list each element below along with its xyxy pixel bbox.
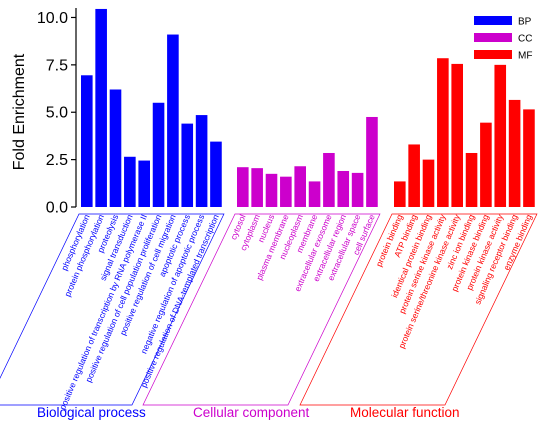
bar-cc bbox=[308, 181, 321, 207]
bar-cc bbox=[280, 176, 292, 207]
bar-bp bbox=[109, 89, 122, 207]
y-axis-label: Fold Enrichment bbox=[11, 53, 28, 170]
bar-cc bbox=[337, 170, 350, 207]
group-title: Biological process bbox=[37, 405, 146, 420]
bar-mf bbox=[494, 64, 507, 207]
legend-swatch bbox=[474, 50, 512, 59]
bar-cc bbox=[237, 167, 249, 207]
bar-cc bbox=[351, 172, 364, 207]
bar-mf bbox=[451, 63, 463, 208]
y-tick-label: 5.0 bbox=[46, 105, 68, 122]
bars bbox=[81, 8, 535, 208]
y-tick-label: 10.0 bbox=[37, 10, 68, 27]
bar-cc bbox=[294, 166, 306, 207]
bar-bp bbox=[95, 8, 107, 208]
bar-bp bbox=[152, 102, 165, 207]
bar-bp bbox=[124, 156, 136, 207]
bar-cc bbox=[265, 173, 278, 207]
bar-mf bbox=[422, 159, 435, 207]
y-tick-label: 0.0 bbox=[46, 200, 68, 217]
legend-label: BP bbox=[518, 17, 532, 28]
legend-label: MF bbox=[518, 51, 532, 62]
group-boxes: Biological process Cellular component Mole… bbox=[0, 213, 538, 420]
bar-mf bbox=[437, 58, 449, 207]
bar-bp bbox=[210, 141, 222, 207]
bar-bp bbox=[167, 34, 179, 208]
bar-bp bbox=[195, 115, 208, 207]
group-box-cc bbox=[142, 213, 381, 406]
bar-mf bbox=[465, 152, 478, 207]
bar-bp bbox=[138, 160, 150, 207]
legend-swatch bbox=[474, 16, 512, 25]
group-title: Molecular function bbox=[350, 405, 460, 420]
bar-mf bbox=[408, 144, 420, 207]
y-tick-label: 2.5 bbox=[46, 152, 68, 169]
bar-cc bbox=[323, 152, 335, 207]
bar-mf bbox=[480, 122, 492, 207]
bar-mf bbox=[394, 181, 406, 207]
group-box-bp bbox=[0, 213, 225, 406]
y-axis: 0.0 2.5 5.0 7.5 10.0 bbox=[37, 8, 77, 217]
bar-cc bbox=[251, 168, 263, 207]
legend: BP CC MF bbox=[474, 16, 532, 62]
y-tick-label: 7.5 bbox=[46, 57, 68, 74]
bar-cc bbox=[366, 116, 378, 207]
legend-label: CC bbox=[518, 34, 532, 45]
bar-bp bbox=[81, 75, 93, 208]
bar-mf bbox=[523, 109, 535, 207]
bar-mf bbox=[508, 99, 521, 207]
bar-bp bbox=[181, 123, 194, 207]
legend-swatch bbox=[474, 33, 512, 42]
group-title: Cellular component bbox=[193, 405, 310, 420]
group-box-mf bbox=[299, 213, 538, 406]
